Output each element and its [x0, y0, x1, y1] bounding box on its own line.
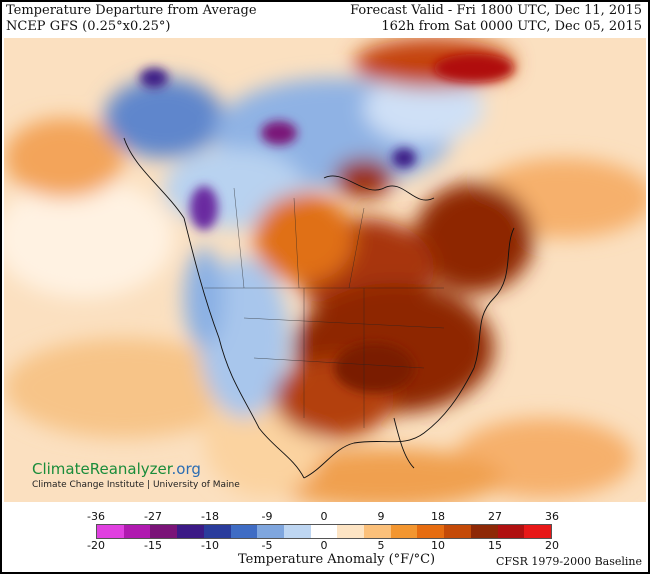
fahrenheit-ticks: -36 -27 -18 -9 0 9 18 27 36	[87, 510, 559, 524]
legend-swatch	[203, 525, 231, 538]
legend-swatch	[283, 525, 311, 538]
legend-swatch	[364, 525, 391, 538]
fahrenheit-tick-label: -9	[261, 510, 273, 523]
celsius-tick-label: 20	[545, 539, 559, 552]
coastlines	[123, 137, 515, 479]
fahrenheit-tick-label: 18	[431, 510, 445, 523]
legend-swatch	[470, 525, 498, 538]
color-legend: -36 -27 -18 -9 0 9 18 27 36 -20 -15 -10 -5 0 5 10 15 20	[87, 510, 559, 553]
legend-title: Temperature Anomaly (°F/°C)	[238, 552, 436, 567]
legend-swatch	[390, 525, 418, 538]
anomaly-map-svg	[4, 38, 646, 502]
color-bar	[96, 524, 552, 539]
anomaly-field	[4, 38, 646, 502]
legend-swatch	[150, 525, 178, 538]
fahrenheit-tick-label: 27	[488, 510, 502, 523]
fahrenheit-tick-label: -18	[201, 510, 219, 523]
baseline-label: CFSR 1979-2000 Baseline	[496, 555, 642, 568]
celsius-tick-label: 15	[488, 539, 502, 552]
fahrenheit-tick-label: 9	[377, 510, 385, 523]
forecast-lead-label: 162h from Sat 0000 UTC, Dec 05, 2015	[381, 19, 642, 34]
logo-subtitle: Climate Change Institute | University of…	[32, 480, 240, 490]
legend-swatch	[177, 525, 204, 538]
fahrenheit-tick-label: 0	[320, 510, 328, 523]
legend-swatch	[310, 525, 338, 538]
anomaly-extremes	[140, 54, 514, 393]
legend-swatch	[444, 525, 471, 538]
celsius-tick-label: -15	[144, 539, 162, 552]
climate-reanalyzer-logo: ClimateReanalyzer.org Climate Change Ins…	[32, 460, 240, 490]
model-label: NCEP GFS (0.25°x0.25°)	[6, 19, 171, 34]
anomaly-map	[4, 38, 646, 502]
forecast-valid-label: Forecast Valid - Fri 1800 UTC, Dec 11, 2…	[350, 3, 642, 18]
celsius-tick-label: -10	[201, 539, 219, 552]
celsius-tick-label: -5	[261, 539, 273, 552]
legend-swatch	[123, 525, 151, 538]
legend-swatch	[417, 525, 445, 538]
fahrenheit-tick-label: -36	[87, 510, 105, 523]
legend-swatch	[497, 525, 525, 538]
legend-swatch	[230, 525, 258, 538]
celsius-tick-label: -20	[87, 539, 105, 552]
legend-swatch	[524, 525, 551, 538]
celsius-ticks: -20 -15 -10 -5 0 5 10 15 20	[87, 539, 559, 553]
fahrenheit-tick-label: 36	[545, 510, 559, 523]
logo-suffix-text: .org	[171, 460, 201, 478]
celsius-tick-label: 10	[431, 539, 445, 552]
borders	[204, 187, 445, 428]
celsius-tick-label: 0	[320, 539, 328, 552]
map-title: Temperature Departure from Average	[6, 3, 257, 18]
legend-swatch	[97, 525, 124, 538]
celsius-tick-label: 5	[377, 539, 385, 552]
legend-swatch	[337, 525, 365, 538]
fahrenheit-tick-label: -27	[144, 510, 162, 523]
logo-main-text: ClimateReanalyzer	[32, 460, 172, 478]
legend-swatch	[257, 525, 284, 538]
